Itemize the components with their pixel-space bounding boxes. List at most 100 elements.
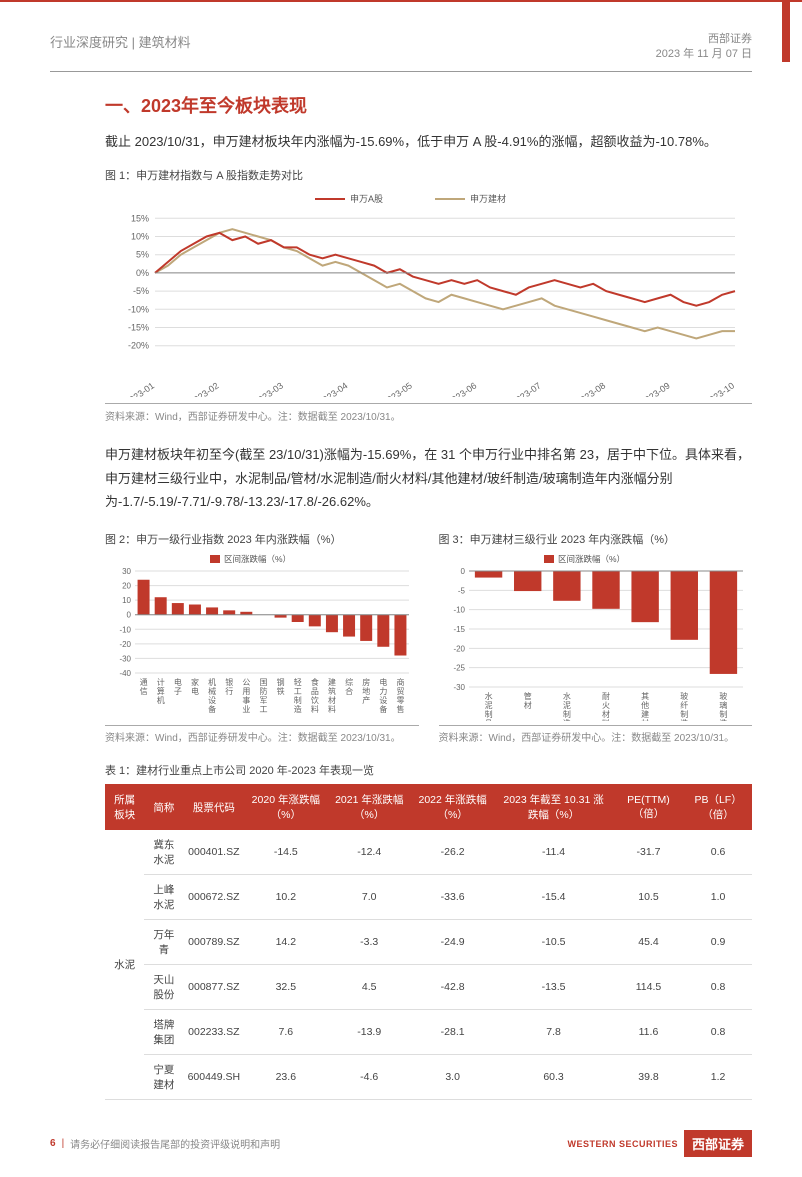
svg-text:水: 水 bbox=[484, 691, 492, 701]
svg-text:玻: 玻 bbox=[719, 691, 727, 701]
table-row: 宁夏建材600449.SH23.6-4.63.060.339.81.2 bbox=[105, 1055, 752, 1100]
fig3-source: 资料来源：Wind，西部证券研发中心。注：数据截至 2023/10/31。 bbox=[439, 725, 753, 744]
svg-text:用: 用 bbox=[242, 687, 250, 696]
svg-text:饮: 饮 bbox=[311, 695, 319, 705]
svg-text:料: 料 bbox=[602, 718, 610, 721]
svg-text:-10: -10 bbox=[119, 626, 131, 635]
svg-text:银: 银 bbox=[225, 677, 233, 687]
svg-text:10%: 10% bbox=[131, 232, 149, 242]
svg-text:泥: 泥 bbox=[484, 701, 492, 710]
svg-text:造: 造 bbox=[294, 704, 302, 714]
svg-text:备: 备 bbox=[379, 704, 387, 714]
svg-text:商: 商 bbox=[396, 677, 404, 687]
table-cell: 0.6 bbox=[684, 830, 752, 875]
fig3-label: 图 3：申万建材三级行业 2023 年内涨跌幅（%） bbox=[439, 531, 753, 547]
svg-text:2023-02: 2023-02 bbox=[188, 381, 221, 398]
svg-text:30: 30 bbox=[122, 567, 131, 576]
svg-text:事: 事 bbox=[242, 695, 250, 705]
table-cell: 7.8 bbox=[494, 1010, 612, 1055]
svg-text:2023-10: 2023-10 bbox=[703, 381, 736, 398]
svg-text:-20%: -20% bbox=[128, 341, 149, 351]
svg-text:综: 综 bbox=[345, 677, 353, 687]
table-cell: 1.0 bbox=[684, 875, 752, 920]
svg-text:造: 造 bbox=[719, 718, 727, 721]
svg-text:15%: 15% bbox=[131, 213, 149, 223]
table-cell: -3.3 bbox=[328, 920, 411, 965]
svg-text:建: 建 bbox=[641, 709, 649, 719]
table-cell: 7.0 bbox=[328, 875, 411, 920]
svg-text:电: 电 bbox=[379, 677, 387, 687]
svg-text:房: 房 bbox=[362, 677, 370, 687]
fig3-container: 图 3：申万建材三级行业 2023 年内涨跌幅（%） 区间涨跌幅（%）0-5-1… bbox=[439, 527, 753, 744]
table-cell: 塔牌集团 bbox=[144, 1010, 183, 1055]
fig2-fig3-row: 图 2：申万一级行业指数 2023 年内涨跌幅（%） 区间涨跌幅（%）30201… bbox=[105, 527, 752, 744]
table-cell: 000877.SZ bbox=[184, 965, 245, 1010]
table-cell: 60.3 bbox=[494, 1055, 612, 1100]
table-cell: 10.5 bbox=[613, 875, 684, 920]
svg-text:料: 料 bbox=[311, 704, 319, 714]
svg-text:设: 设 bbox=[379, 695, 387, 705]
fig2-source: 资料来源：Wind，西部证券研发中心。注：数据截至 2023/10/31。 bbox=[105, 725, 419, 744]
svg-text:管: 管 bbox=[523, 691, 531, 701]
svg-text:水: 水 bbox=[562, 691, 570, 701]
table-cell: 上峰水泥 bbox=[144, 875, 183, 920]
table-cell: 114.5 bbox=[613, 965, 684, 1010]
svg-text:制: 制 bbox=[562, 709, 570, 719]
table-cell: 0.8 bbox=[684, 965, 752, 1010]
fig2-container: 图 2：申万一级行业指数 2023 年内涨跌幅（%） 区间涨跌幅（%）30201… bbox=[105, 527, 419, 744]
fig2-label: 图 2：申万一级行业指数 2023 年内涨跌幅（%） bbox=[105, 531, 419, 547]
table-cell: 39.8 bbox=[613, 1055, 684, 1100]
section-title: 一、2023年至今板块表现 bbox=[105, 92, 752, 118]
table-cell: -12.4 bbox=[328, 830, 411, 875]
table-cell: 14.2 bbox=[244, 920, 327, 965]
table-cell: -14.5 bbox=[244, 830, 327, 875]
paragraph-1: 截止 2023/10/31，申万建材板块年内涨幅为-15.69%，低于申万 A … bbox=[105, 130, 752, 153]
svg-text:材: 材 bbox=[641, 718, 649, 721]
table-cell: -31.7 bbox=[613, 830, 684, 875]
table-cell: -26.2 bbox=[411, 830, 494, 875]
table-cell: 600449.SH bbox=[184, 1055, 245, 1100]
table-col: 股票代码 bbox=[184, 784, 245, 830]
svg-text:区间涨跌幅（%）: 区间涨跌幅（%） bbox=[558, 554, 625, 564]
svg-text:械: 械 bbox=[208, 686, 216, 696]
table-cell: 3.0 bbox=[411, 1055, 494, 1100]
svg-text:军: 军 bbox=[259, 696, 267, 705]
table-col: PE(TTM)（倍） bbox=[613, 784, 684, 830]
svg-text:耐: 耐 bbox=[602, 691, 610, 701]
svg-text:他: 他 bbox=[641, 700, 649, 710]
paragraph-2: 申万建材板块年初至今(截至 23/10/31)涨幅为-15.69%，在 31 个… bbox=[105, 443, 752, 513]
table-cell: 23.6 bbox=[244, 1055, 327, 1100]
fig1-source: 资料来源：Wind，西部证券研发中心。注：数据截至 2023/10/31。 bbox=[105, 403, 752, 423]
svg-text:零: 零 bbox=[396, 696, 404, 705]
table-cell: 7.6 bbox=[244, 1010, 327, 1055]
svg-text:火: 火 bbox=[602, 701, 610, 710]
page-footer: 6 | 请务必仔细阅读报告尾部的投资评级说明和声明 WESTERN SECURI… bbox=[50, 1124, 752, 1157]
svg-text:-30: -30 bbox=[119, 655, 131, 664]
header-right: 西部证券 2023 年 11 月 07 日 bbox=[656, 32, 752, 63]
table-cell: 冀东水泥 bbox=[144, 830, 183, 875]
table-row: 上峰水泥000672.SZ10.27.0-33.6-15.410.51.0 bbox=[105, 875, 752, 920]
svg-text:申万建材: 申万建材 bbox=[470, 193, 506, 204]
svg-text:-25: -25 bbox=[453, 664, 465, 673]
svg-text:国: 国 bbox=[259, 678, 267, 687]
table-cell: -15.4 bbox=[494, 875, 612, 920]
svg-text:防: 防 bbox=[259, 686, 267, 696]
svg-text:轻: 轻 bbox=[294, 677, 302, 687]
table1-body: 水泥冀东水泥000401.SZ-14.5-12.4-26.2-11.4-31.7… bbox=[105, 830, 752, 1100]
table-row: 水泥冀东水泥000401.SZ-14.5-12.4-26.2-11.4-31.7… bbox=[105, 830, 752, 875]
svg-text:行: 行 bbox=[225, 686, 233, 696]
svg-text:泥: 泥 bbox=[562, 701, 570, 710]
table-col: 2022 年涨跌幅（%） bbox=[411, 784, 494, 830]
svg-text:机: 机 bbox=[208, 677, 216, 687]
svg-text:筑: 筑 bbox=[328, 686, 336, 696]
svg-text:售: 售 bbox=[396, 704, 404, 714]
svg-text:钢: 钢 bbox=[277, 677, 285, 687]
table-cell: 000789.SZ bbox=[184, 920, 245, 965]
table-col: 简称 bbox=[144, 784, 183, 830]
table-cell: 000672.SZ bbox=[184, 875, 245, 920]
table-col: 2023 年截至 10.31 涨跌幅（%） bbox=[494, 784, 612, 830]
footer-right: WESTERN SECURITIES 西部证券 bbox=[567, 1130, 752, 1157]
header-company: 西部证券 bbox=[656, 32, 752, 47]
svg-text:申万A股: 申万A股 bbox=[350, 193, 383, 204]
svg-text:2023-09: 2023-09 bbox=[639, 381, 672, 398]
